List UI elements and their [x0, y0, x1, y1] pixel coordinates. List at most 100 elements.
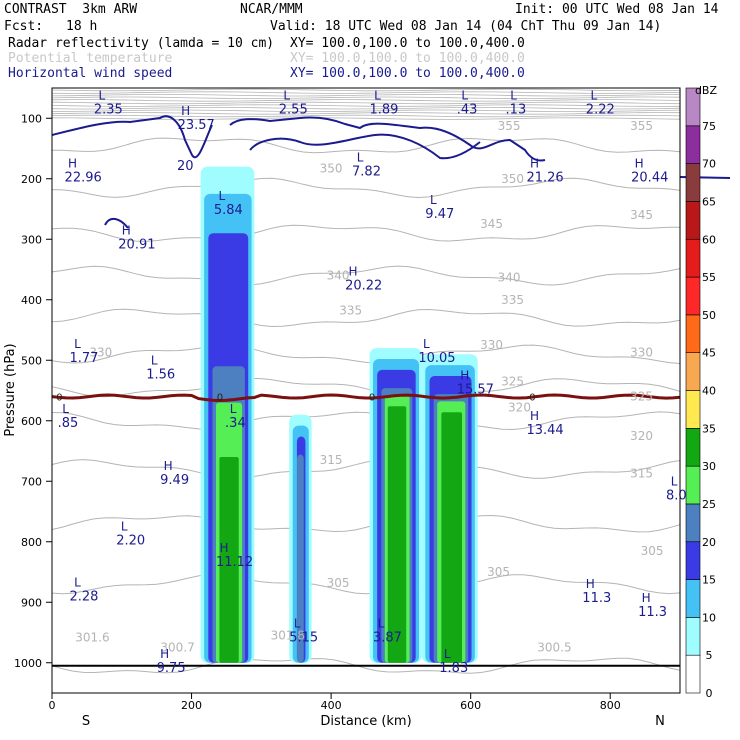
x-axis-title: Distance (km)	[320, 714, 411, 729]
wind-speed-contour	[51, 115, 213, 159]
y-tick-label: 200	[21, 173, 42, 186]
colorbar-label: 60	[702, 233, 716, 246]
extremum-marker: L	[444, 647, 451, 661]
theta-contour-upper	[51, 112, 681, 115]
extremum-value: 1.77	[69, 351, 98, 366]
reflectivity-shade	[219, 457, 239, 663]
freezing-level-label: 0	[369, 393, 375, 404]
theta-label: 301.6	[75, 630, 109, 644]
colorbar-swatch	[685, 276, 701, 316]
field-xy-wind: XY= 100.0,100.0 to 100.0,400.0	[290, 66, 525, 81]
y-axis-title: Pressure (hPa)	[3, 343, 18, 436]
extremum-marker: H	[530, 409, 539, 423]
extremum-value: 11.12	[216, 555, 253, 570]
theta-contour-upper	[51, 88, 681, 92]
colorbar-label: 20	[702, 536, 716, 549]
field-label-wind: Horizontal wind speed	[8, 66, 173, 81]
model-title: CONTRAST 3km ARW	[4, 2, 138, 17]
colorbar-label: 40	[702, 385, 716, 398]
colorbar-swatch	[685, 503, 701, 543]
theta-contour	[51, 137, 681, 154]
theta-label: 335	[339, 304, 362, 318]
extremum-value: 10.05	[418, 351, 455, 366]
theta-label: 350	[320, 161, 343, 175]
extremum-marker: L	[99, 88, 106, 102]
y-tick-label: 900	[21, 596, 42, 609]
extremum-value: 9.75	[157, 661, 186, 676]
theta-contour-upper	[51, 109, 681, 113]
colorbar-label: 35	[702, 422, 716, 435]
extremum-value: 9.47	[425, 207, 454, 222]
theta-label: 301.8	[271, 629, 305, 643]
extremum-value: .34	[225, 416, 246, 431]
forecast-label: Fcst:	[4, 19, 44, 34]
field-label-reflectivity: Radar reflectivity (lamda = 10 cm)	[8, 36, 275, 51]
extremum-value: 1.56	[146, 367, 175, 382]
theta-label: 340	[498, 270, 521, 284]
extremum-marker: L	[230, 402, 237, 416]
theta-label: 320	[630, 429, 653, 443]
colorbar-title: dBZ	[695, 84, 718, 97]
x-tick-label: 800	[600, 699, 621, 712]
freezing-level-label: 0	[217, 393, 223, 404]
extremum-marker: L	[74, 575, 81, 589]
extremum-value: 15.57	[457, 382, 494, 397]
theta-contour	[51, 344, 681, 364]
theta-contour	[51, 574, 681, 595]
extremum-value: 2.35	[94, 102, 123, 117]
theta-label: 325	[501, 374, 524, 388]
theta-label: 320	[508, 400, 531, 414]
extremum-marker: H	[164, 459, 173, 473]
y-tick-label: 700	[21, 475, 42, 488]
colorbar-label: 15	[702, 574, 716, 587]
extremum-marker: H	[160, 647, 169, 661]
extremum-value: 1.83	[439, 661, 468, 676]
extremum-value: 9.49	[160, 473, 189, 488]
y-tick-label: 100	[21, 112, 42, 125]
y-tick-label: 400	[21, 294, 42, 307]
extremum-marker: L	[430, 193, 437, 207]
theta-contour	[51, 514, 681, 533]
extremum-marker: L	[461, 88, 468, 102]
colorbar-label: 65	[702, 195, 716, 208]
extremum-value: 2.22	[586, 102, 615, 117]
freezing-level-label: 0	[529, 393, 535, 404]
theta-label: 350	[501, 172, 524, 186]
theta-contour	[51, 377, 681, 398]
x-end-label-south: S	[82, 714, 90, 729]
colorbar-swatch	[685, 541, 701, 580]
extremum-marker: L	[357, 151, 364, 165]
extremum-value: 2.20	[116, 534, 145, 549]
theta-label: 340	[327, 269, 350, 283]
colorbar-swatch	[685, 654, 701, 694]
extremum-marker: H	[181, 104, 190, 118]
colorbar-swatch	[685, 87, 701, 127]
theta-label: 305	[487, 565, 510, 579]
extremum-marker: L	[151, 353, 158, 367]
theta-label: 315	[630, 466, 653, 480]
colorbar-swatch	[685, 314, 701, 353]
colorbar-label: 45	[702, 347, 716, 360]
colorbar-label: 10	[702, 611, 716, 624]
theta-contour	[51, 459, 681, 480]
extremum-value: 13.44	[526, 423, 563, 438]
extremum-value: 11.3	[582, 591, 611, 606]
extremum-value: .85	[58, 416, 79, 431]
extremum-value: .13	[506, 102, 527, 117]
y-tick-label: 1000	[14, 657, 42, 670]
extremum-value: 5.84	[214, 203, 243, 218]
agency-title: NCAR/MMM	[240, 2, 303, 17]
wind-speed-contour	[249, 133, 481, 160]
plot-frame	[51, 87, 681, 694]
extremum-marker: H	[460, 368, 469, 382]
theta-contour-upper	[51, 91, 681, 94]
extremum-value: 3.87	[373, 631, 402, 646]
theta-label: 300.7	[160, 641, 194, 655]
theta-label: 335	[501, 293, 524, 307]
extremum-marker: H	[642, 591, 651, 605]
theta-label: 355	[498, 119, 521, 133]
init-time: Init: 00 UTC Wed 08 Jan 14	[515, 2, 719, 17]
colorbar-swatch	[685, 579, 701, 618]
field-xy-theta: XY= 100.0,100.0 to 100.0,400.0	[290, 51, 525, 66]
valid-time: Valid: 18 UTC Wed 08 Jan 14 (04 ChT Thu …	[270, 19, 662, 34]
